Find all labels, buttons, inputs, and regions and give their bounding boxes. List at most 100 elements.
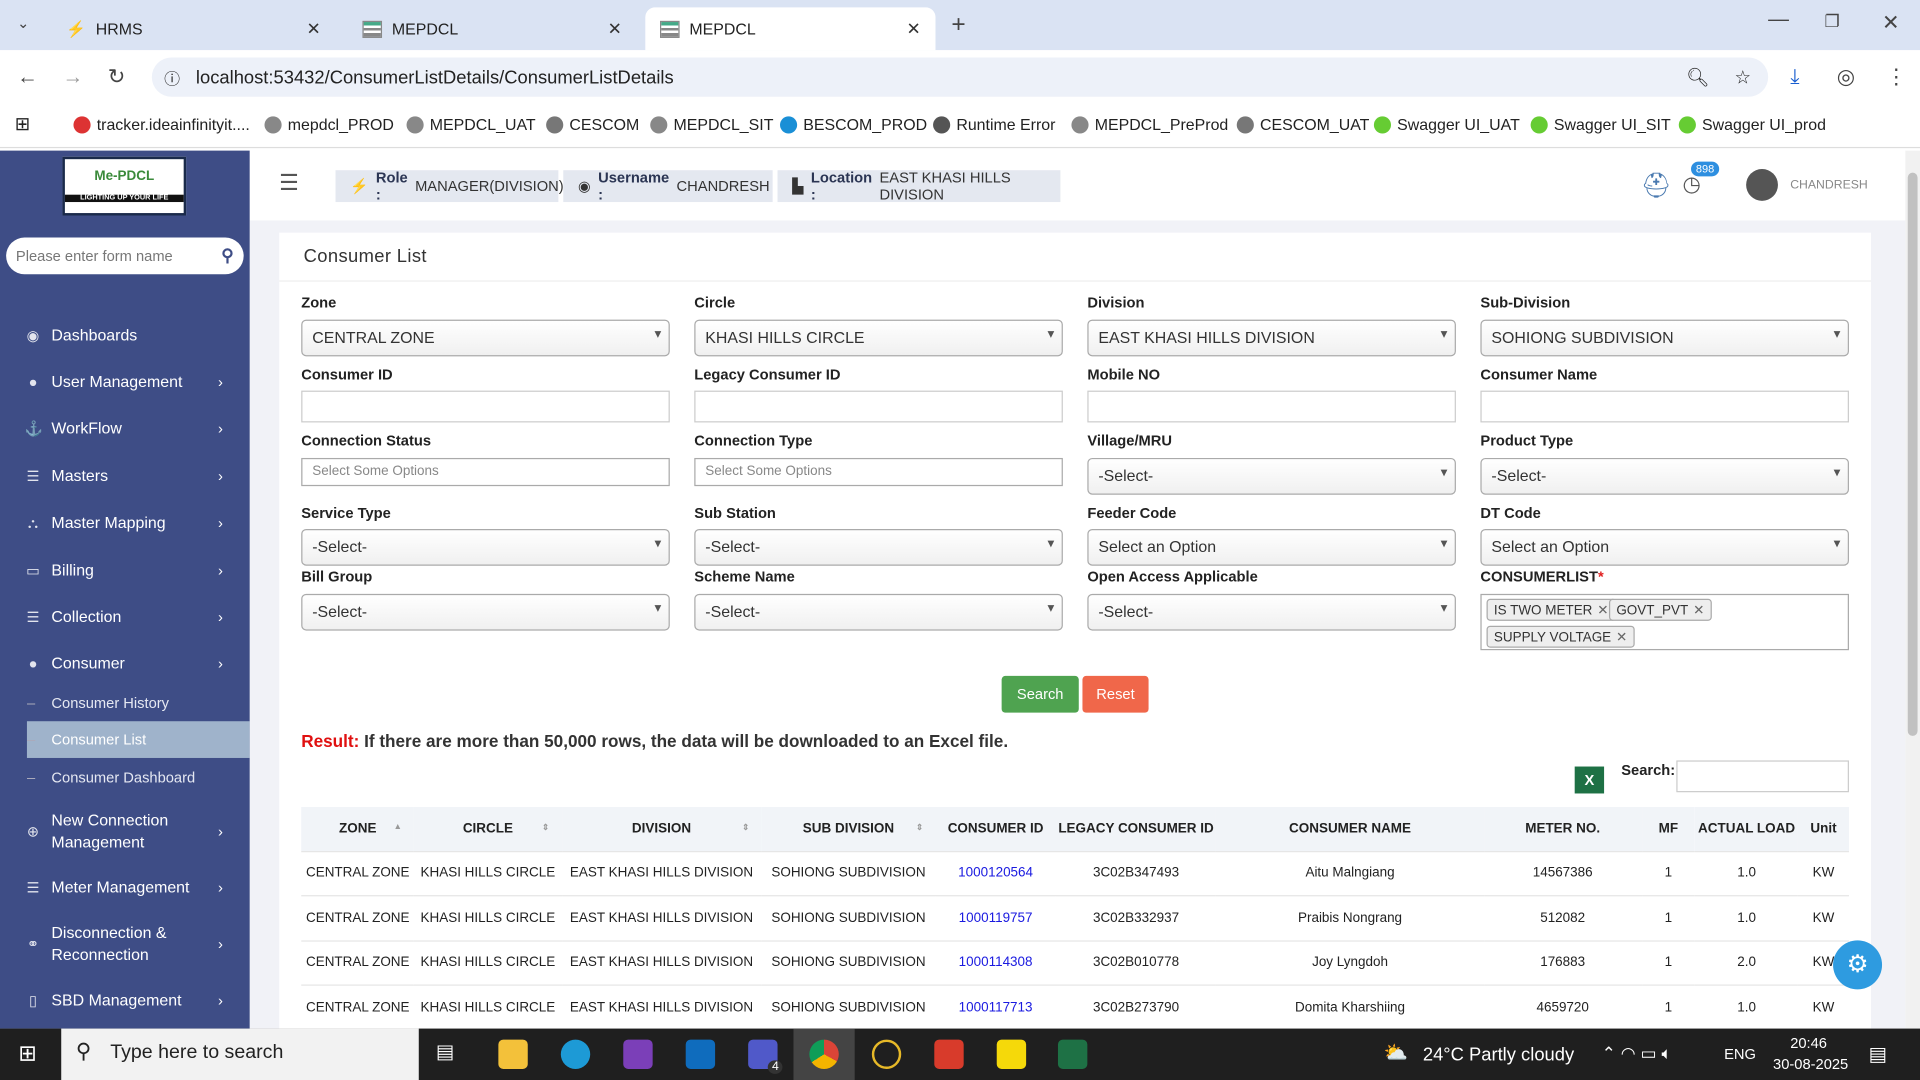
apps-grid-icon[interactable]: ⊞: [14, 113, 31, 135]
sidebar-item-collection[interactable]: ☰ Collection ›: [0, 595, 250, 639]
tab-mepdcl-active[interactable]: MEPDCL ✕: [645, 7, 936, 51]
bookmark-item[interactable]: tracker.ideainfinityit....: [73, 115, 250, 133]
forward-icon[interactable]: →: [62, 64, 84, 89]
tray-icons[interactable]: ⌃ ◠ ▭ 🔈︎: [1601, 1043, 1672, 1063]
bookmark-item[interactable]: MEPDCL_UAT: [406, 115, 536, 133]
sort-icon[interactable]: ⇕: [742, 824, 750, 833]
reset-button[interactable]: Reset: [1082, 675, 1149, 713]
consumer-name-input[interactable]: [1480, 390, 1849, 423]
scheme-name-select[interactable]: -Select-: [694, 593, 1063, 631]
sidebar-item-disconnection-reconnection[interactable]: ⚭ Disconnection & Reconnection ›: [0, 922, 250, 966]
open-access-applicable-select[interactable]: -Select-: [1087, 593, 1456, 631]
teams-icon[interactable]: 4: [748, 1039, 783, 1074]
sidebar-item-master-mapping[interactable]: ⛬ Master Mapping ›: [0, 501, 250, 545]
mobile-no-input[interactable]: [1087, 390, 1456, 423]
dt-code-select[interactable]: Select an Option: [1480, 528, 1849, 566]
consumer-id-link[interactable]: 1000119757: [935, 895, 1056, 941]
support-agent-icon[interactable]: ⛑: [1640, 172, 1672, 200]
table-search-input[interactable]: [1676, 760, 1849, 793]
remove-chip-icon[interactable]: ✕: [1616, 630, 1628, 646]
windows-start-icon[interactable]: ⊞: [18, 1040, 37, 1066]
bookmark-item[interactable]: MEPDCL_SIT: [650, 115, 773, 133]
minimize-icon[interactable]: —: [1768, 7, 1789, 31]
clock-time[interactable]: 20:46: [1790, 1034, 1827, 1052]
bookmark-item[interactable]: mepdcl_PROD: [264, 115, 394, 133]
bookmark-item[interactable]: CESCOM_UAT: [1236, 115, 1369, 133]
column-header-circle[interactable]: CIRCLE ⇕: [414, 806, 562, 852]
excel-export-icon[interactable]: X: [1574, 766, 1605, 794]
close-tab-icon[interactable]: ✕: [306, 18, 321, 38]
visual-studio-icon[interactable]: [623, 1039, 653, 1069]
village-mru-select[interactable]: -Select-: [1087, 457, 1456, 495]
connection-type-multiselect[interactable]: Select Some Options: [694, 457, 1063, 487]
bookmark-item[interactable]: Runtime Error: [933, 115, 1055, 133]
connection-status-multiselect[interactable]: Select Some Options: [301, 457, 670, 487]
close-window-icon[interactable]: ✕: [1882, 11, 1900, 35]
sort-icon[interactable]: ▲: [393, 822, 403, 832]
bookmark-item[interactable]: CESCOM: [546, 115, 639, 133]
url-input[interactable]: ⓘ localhost:53432/ConsumerListDetails/Con…: [151, 57, 1769, 97]
service-type-select[interactable]: -Select-: [301, 528, 670, 566]
bookmark-item[interactable]: Swagger UI_SIT: [1530, 115, 1671, 133]
column-header-legacy-consumer-id[interactable]: LEGACY CONSUMER ID: [1055, 806, 1217, 852]
division-select[interactable]: EAST KHASI HILLS DIVISION: [1087, 319, 1456, 357]
app-icon[interactable]: [871, 1039, 902, 1069]
search-icon[interactable]: ⚲: [221, 244, 234, 265]
weather-icon[interactable]: ⛅: [1383, 1043, 1409, 1065]
chrome-icon[interactable]: [809, 1039, 839, 1069]
download-icon[interactable]: ⤓: [1790, 64, 1800, 89]
outlook-icon[interactable]: [685, 1039, 716, 1069]
bookmark-item[interactable]: Swagger UI_prod: [1678, 115, 1826, 133]
file-explorer-icon[interactable]: [498, 1039, 528, 1069]
reload-icon[interactable]: ↻: [107, 64, 126, 89]
zone-select[interactable]: CENTRAL ZONE: [301, 319, 670, 357]
close-tab-icon[interactable]: ✕: [607, 18, 623, 38]
sidebar-item-masters[interactable]: ☰ Masters ›: [0, 454, 250, 498]
sort-icon[interactable]: ⇕: [915, 824, 924, 833]
sidebar-item-workflow[interactable]: ⚓ WorkFlow ›: [0, 407, 250, 451]
column-header-sub-division[interactable]: SUB DIVISION ⇕: [761, 806, 936, 852]
remove-chip-icon[interactable]: ✕: [1693, 603, 1705, 619]
mepdcl-logo[interactable]: Me-PDCL LIGHTING UP YOUR LIFE: [62, 156, 187, 216]
sort-icon[interactable]: ⇕: [542, 824, 550, 833]
taskbar-search-input[interactable]: ⚲ Type here to search: [61, 1028, 419, 1080]
weather-text[interactable]: 24°C Partly cloudy: [1422, 1044, 1575, 1066]
sidebar-item-consumer[interactable]: ● Consumer ›: [0, 642, 250, 686]
column-header-consumer-id[interactable]: CONSUMER ID: [935, 806, 1056, 852]
restore-icon[interactable]: ❐: [1824, 11, 1840, 31]
sidebar-item-user-management[interactable]: ● User Management ›: [0, 360, 250, 404]
tab-mepdcl-1[interactable]: MEPDCL ✕: [348, 7, 637, 50]
consumer-id-link[interactable]: 1000114308: [935, 939, 1056, 986]
history-icon[interactable]: ◷: [1682, 172, 1701, 196]
hamburger-menu-icon[interactable]: ☰: [279, 170, 299, 195]
column-header-zone[interactable]: ZONE ▲: [301, 806, 415, 852]
column-header-meter-no[interactable]: METER NO.: [1483, 806, 1642, 852]
sidebar-subitem-consumer-list[interactable]: Consumer List: [26, 721, 250, 758]
sticky-notes-icon[interactable]: [996, 1039, 1027, 1069]
header-user-name[interactable]: CHANDRESH: [1790, 178, 1868, 193]
bookmark-star-icon[interactable]: ☆: [1734, 67, 1752, 89]
remove-chip-icon[interactable]: ✕: [1597, 603, 1609, 619]
consumer-id-link[interactable]: 1000120564: [935, 850, 1056, 896]
sidebar-item-dashboards[interactable]: ◉ Dashboards: [0, 313, 250, 357]
column-header-division[interactable]: DIVISION ⇕: [561, 806, 762, 852]
close-tab-icon[interactable]: ✕: [906, 18, 921, 38]
legacy-consumer-id-input[interactable]: [694, 390, 1063, 423]
new-tab-icon[interactable]: +: [951, 11, 966, 38]
tab-hrms[interactable]: ⚡ HRMS ✕: [51, 7, 335, 50]
profile-icon[interactable]: ◎: [1836, 64, 1855, 89]
back-icon[interactable]: ←: [17, 64, 38, 89]
sub-station-select[interactable]: -Select-: [694, 528, 1063, 566]
search-button[interactable]: Search: [1001, 675, 1079, 713]
tab-list-chevron-icon[interactable]: ⌄: [17, 14, 30, 32]
bookmark-item[interactable]: BESCOM_PROD: [780, 115, 927, 133]
task-view-icon[interactable]: ▤: [435, 1042, 455, 1063]
clock-date[interactable]: 30-08-2025: [1773, 1055, 1849, 1073]
security-app-icon[interactable]: [934, 1039, 964, 1069]
consumer-id-input[interactable]: [301, 390, 670, 423]
column-header-consumer-name[interactable]: CONSUMER NAME: [1216, 806, 1484, 852]
edge-icon[interactable]: [560, 1039, 591, 1069]
avatar[interactable]: [1746, 168, 1778, 201]
site-info-icon[interactable]: ⓘ: [164, 69, 181, 88]
sidebar-item-sbd-management[interactable]: ▯ SBD Management ›: [0, 978, 250, 1022]
